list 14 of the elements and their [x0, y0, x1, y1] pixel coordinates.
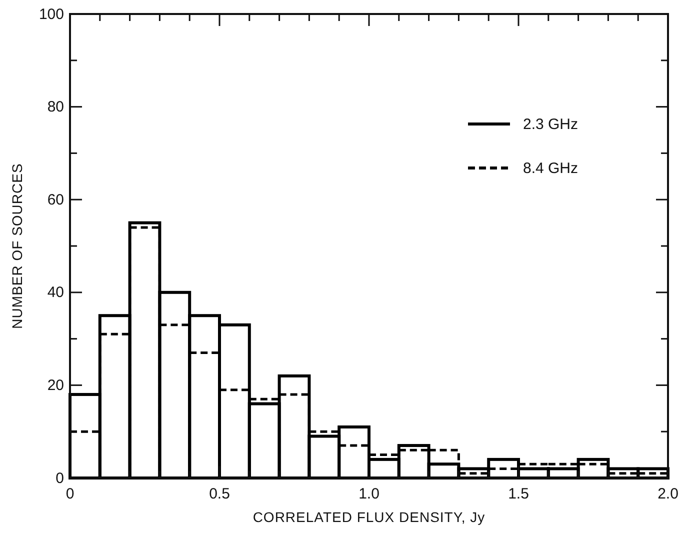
y-tick-label: 0 — [56, 470, 64, 487]
x-tick-label: 2.0 — [658, 486, 678, 503]
x-tick-label: 1.0 — [358, 486, 380, 503]
y-axis-title: NUMBER OF SOURCES — [9, 163, 25, 329]
x-tick-label: 0.5 — [209, 486, 230, 503]
x-axis-title: CORRELATED FLUX DENSITY, Jy — [252, 509, 486, 525]
y-tick-label: 80 — [47, 98, 64, 116]
y-tick-label: 20 — [47, 377, 64, 394]
y-tick-label: 60 — [47, 191, 64, 208]
y-tick-label: 40 — [47, 284, 64, 302]
legend-label: 2.3 GHz — [523, 116, 578, 133]
legend-label: 8.4 GHz — [523, 160, 578, 177]
y-tick-label: 100 — [38, 6, 64, 23]
x-tick-label: 1.5 — [508, 486, 529, 503]
